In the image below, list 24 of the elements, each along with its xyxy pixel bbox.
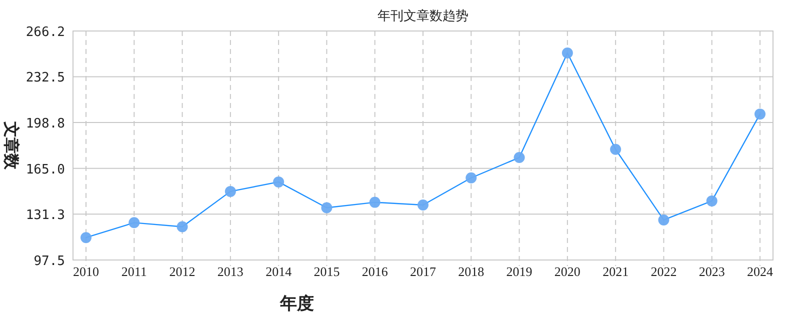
x-tick-label: 2024	[747, 264, 774, 279]
x-tick-label: 2018	[458, 264, 484, 279]
x-axis-title: 年度	[279, 294, 314, 313]
x-tick-label: 2013	[217, 264, 244, 279]
x-tick-label: 2011	[121, 264, 147, 279]
x-tick-label: 2022	[650, 264, 677, 279]
y-tick-label: 165.0	[26, 162, 65, 178]
x-tick-label: 2017	[410, 264, 436, 279]
x-tick-label: 2015	[314, 264, 340, 279]
y-tick-label: 97.5	[34, 254, 65, 269]
y-tick-label: 131.3	[26, 208, 65, 224]
y-axis-title: 文章数	[2, 120, 20, 170]
x-tick-label: 2021	[602, 264, 629, 279]
x-tick-label: 2014	[266, 264, 292, 279]
x-tick-label: 2019	[506, 264, 532, 279]
x-tick-label: 2023	[698, 264, 725, 279]
y-tick-label: 198.8	[26, 116, 65, 132]
x-tick-label: 2012	[169, 264, 196, 279]
x-tick-label: 2010	[73, 264, 99, 279]
x-tick-label: 2020	[554, 264, 580, 279]
y-tick-label: 266.2	[26, 25, 65, 40]
y-tick-label: 232.5	[26, 70, 65, 86]
chart-title: 年刊文章数趋势	[378, 8, 468, 23]
x-tick-label: 2016	[362, 264, 388, 279]
